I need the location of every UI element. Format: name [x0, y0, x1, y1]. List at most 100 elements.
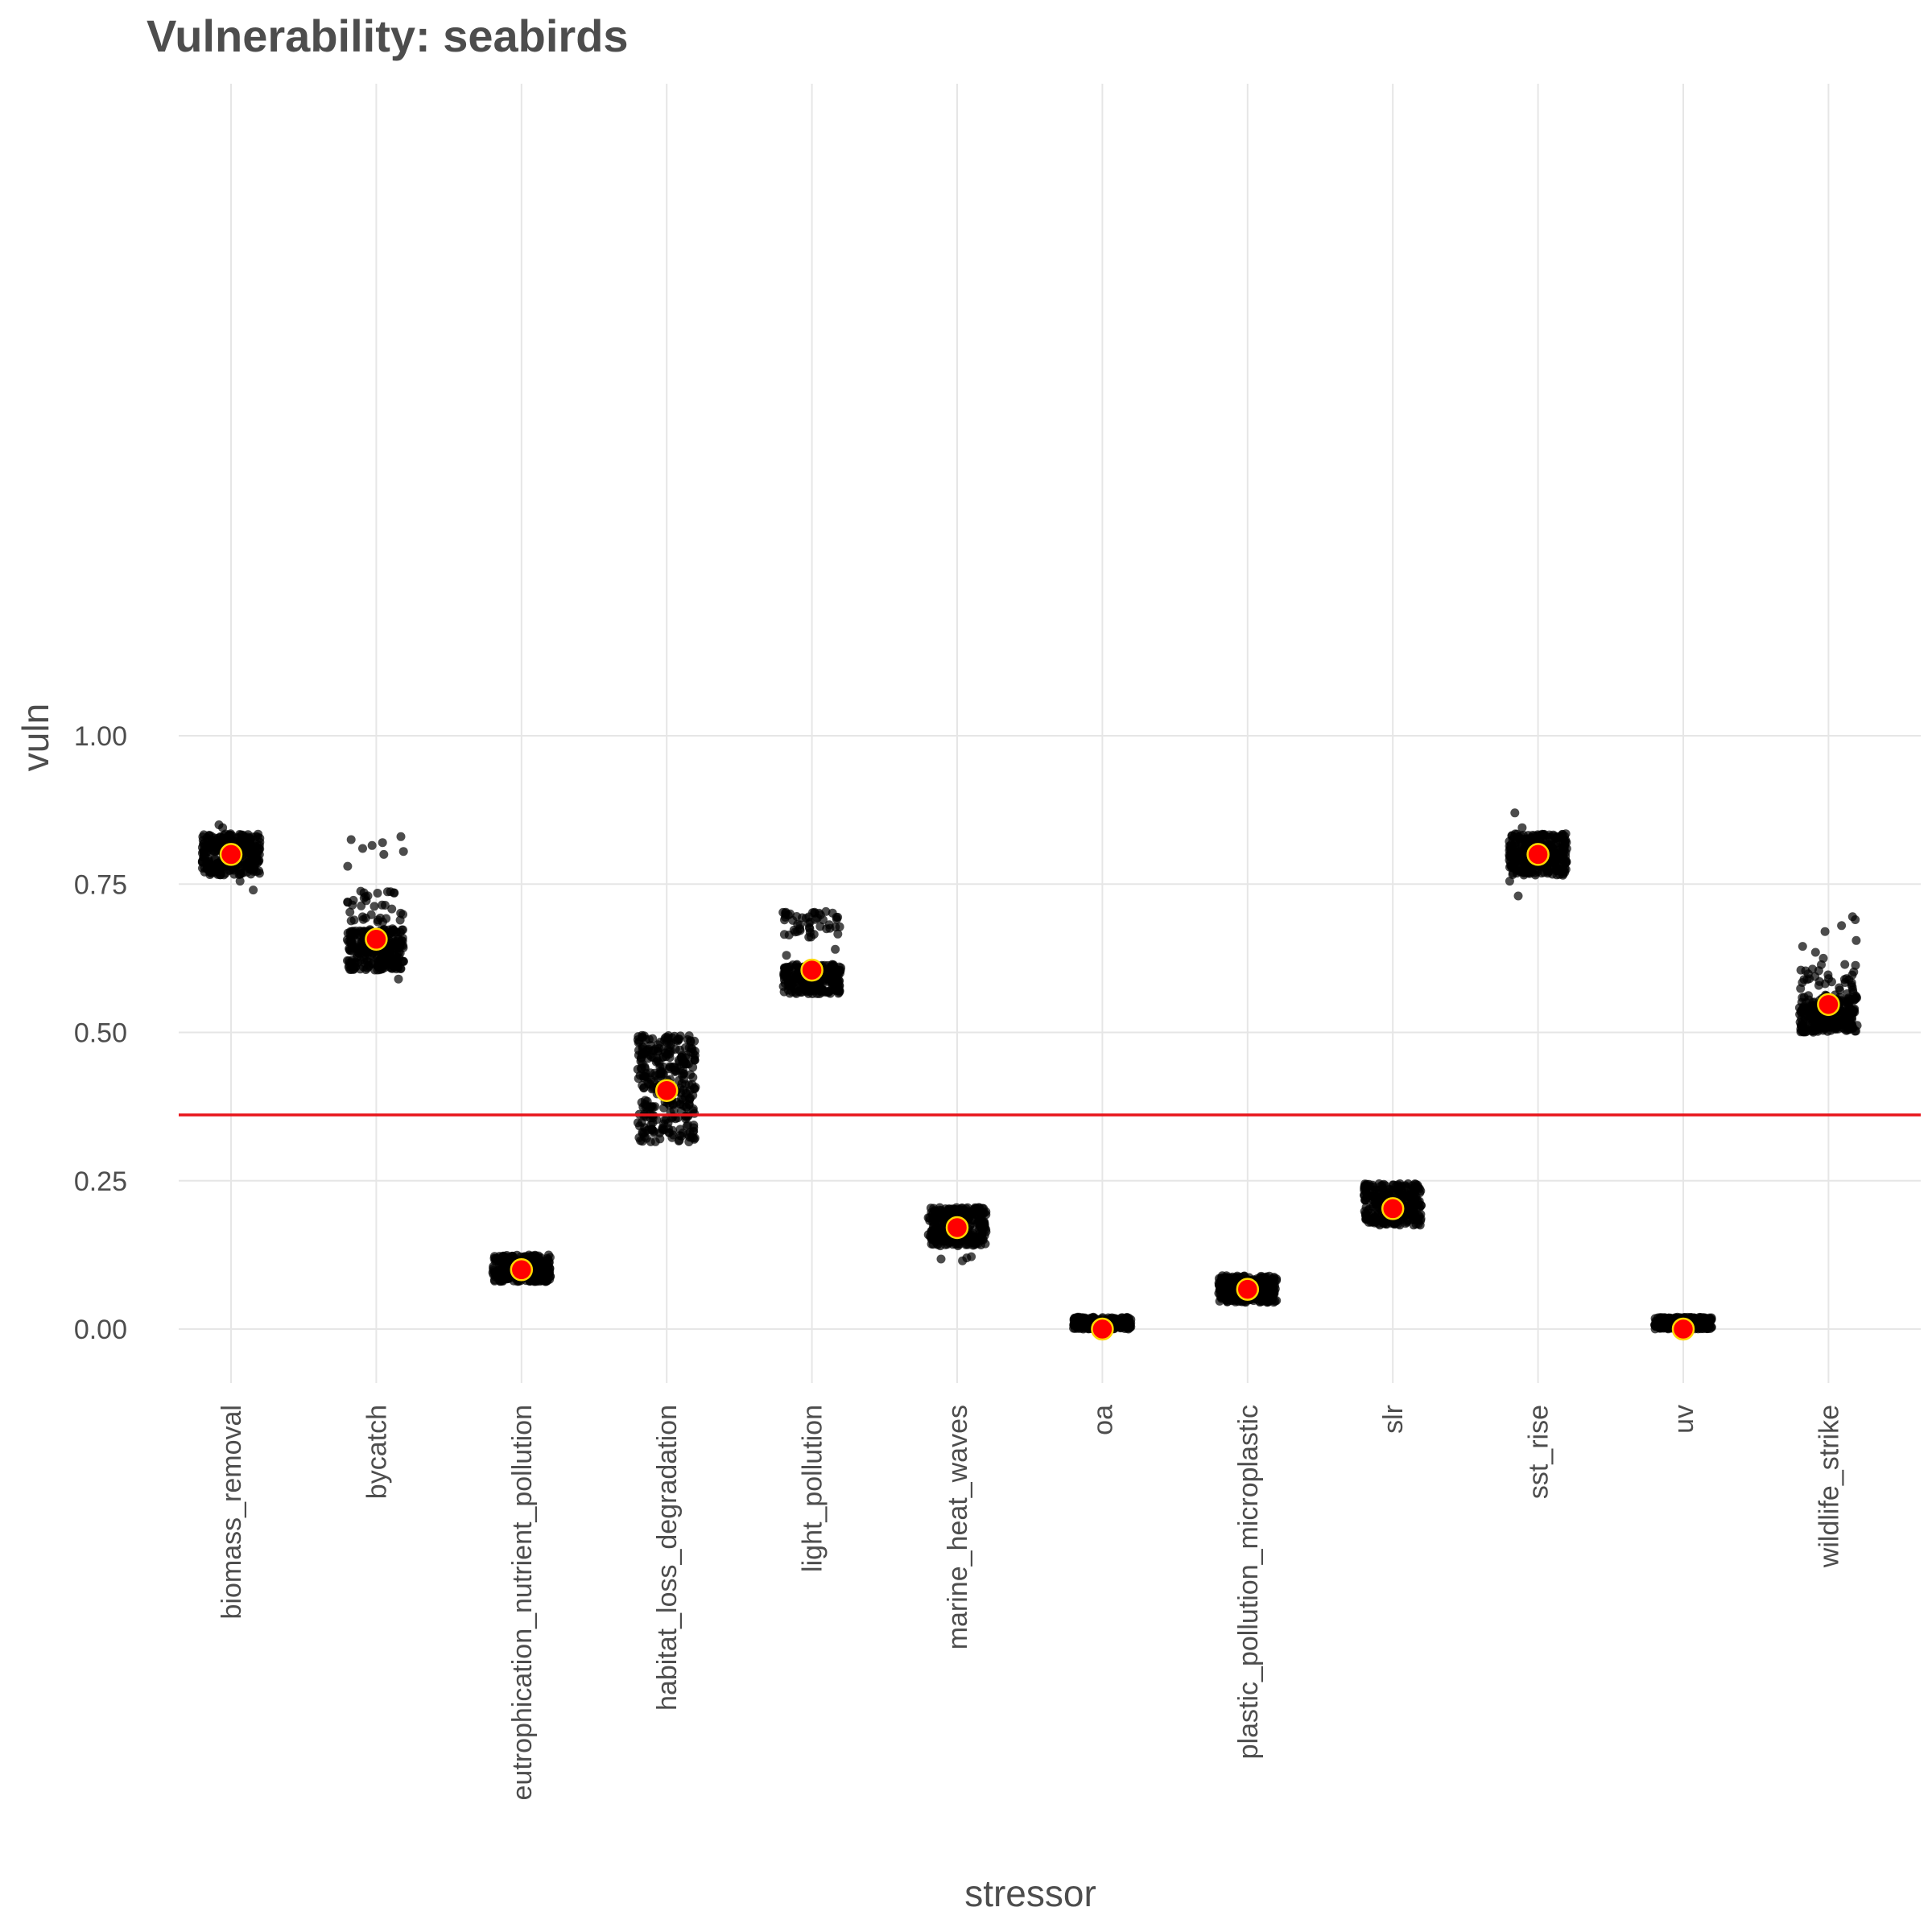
data-point: [926, 1203, 935, 1213]
data-point: [653, 1046, 663, 1055]
data-point: [373, 889, 382, 898]
data-point: [541, 1269, 551, 1279]
data-point: [357, 912, 367, 922]
data-point: [639, 1031, 649, 1041]
mean-point: [800, 958, 824, 982]
data-point: [682, 1059, 691, 1069]
data-point: [1389, 1180, 1398, 1190]
data-point: [199, 848, 208, 857]
data-point: [1808, 998, 1818, 1007]
data-point: [935, 1224, 945, 1234]
data-point: [235, 877, 245, 886]
data-point: [661, 1052, 671, 1062]
mean-point: [1817, 993, 1840, 1017]
data-point: [369, 902, 379, 911]
data-point: [1111, 1318, 1121, 1327]
data-point: [976, 1236, 985, 1245]
data-point: [972, 1203, 981, 1213]
data-point: [1517, 823, 1527, 832]
data-point: [925, 1216, 935, 1225]
data-point: [674, 1136, 683, 1146]
data-point: [1403, 1179, 1413, 1188]
data-point: [1813, 1025, 1822, 1034]
data-point: [663, 1124, 673, 1133]
x-axis-label: stressor: [964, 1872, 1096, 1914]
data-point: [968, 1238, 977, 1248]
data-point: [366, 910, 376, 919]
data-point: [649, 1128, 658, 1137]
data-point: [1511, 846, 1521, 855]
data-point: [804, 912, 814, 922]
data-point: [1835, 983, 1844, 993]
y-tick-label: 0.50: [74, 1018, 127, 1049]
x-tick-label: sst_rise: [1524, 1405, 1554, 1499]
gridlines: [179, 84, 1921, 1383]
data-point: [1382, 1220, 1391, 1229]
data-point: [1368, 1185, 1378, 1195]
data-point: [199, 840, 208, 849]
data-point: [832, 976, 841, 985]
data-point: [544, 1257, 554, 1267]
data-point: [815, 910, 825, 919]
data-point: [831, 923, 840, 932]
data-point: [638, 1129, 647, 1138]
data-point: [357, 901, 366, 910]
data-point: [358, 844, 367, 853]
data-point: [1847, 1005, 1856, 1014]
data-point: [835, 988, 844, 997]
data-point: [367, 840, 377, 850]
data-point: [530, 1269, 540, 1278]
data-point: [1552, 870, 1562, 880]
data-point: [349, 915, 359, 925]
data-point: [836, 963, 846, 972]
data-point: [394, 974, 403, 984]
data-point: [380, 901, 390, 910]
data-point: [345, 907, 355, 917]
data-point: [1540, 863, 1550, 873]
data-point: [1360, 1191, 1368, 1200]
data-point: [832, 913, 841, 922]
data-point: [1549, 832, 1558, 841]
data-point: [1831, 1023, 1840, 1033]
data-point: [1510, 808, 1520, 818]
data-point: [1404, 1204, 1414, 1214]
data-point: [647, 1084, 657, 1094]
data-point: [368, 948, 378, 958]
y-tick-label: 0.25: [74, 1166, 127, 1197]
mean-point: [945, 1216, 969, 1240]
data-point: [1558, 862, 1568, 872]
data-point: [637, 1063, 646, 1073]
data-point: [218, 833, 227, 843]
data-point: [1082, 1322, 1092, 1331]
data-point: [977, 1216, 987, 1225]
data-point: [373, 965, 382, 975]
data-point: [1651, 1317, 1661, 1327]
data-point: [646, 1052, 656, 1062]
data-point: [660, 1034, 670, 1043]
data-point: [393, 959, 402, 968]
data-point: [359, 927, 369, 936]
data-point: [1818, 953, 1828, 963]
data-point: [1505, 877, 1514, 886]
data-point: [1513, 891, 1523, 901]
data-point: [647, 1101, 657, 1111]
x-tick-label: slr: [1378, 1405, 1409, 1434]
data-point: [379, 849, 389, 859]
data-point: [1409, 1215, 1418, 1224]
data-point: [637, 1050, 646, 1059]
data-point: [944, 1204, 954, 1214]
data-point: [394, 942, 404, 952]
data-point: [638, 1137, 647, 1146]
data-point: [941, 1240, 951, 1249]
data-point: [679, 1101, 688, 1110]
data-point: [1852, 935, 1861, 945]
data-point: [688, 1106, 698, 1116]
data-point: [349, 958, 359, 968]
x-tick-label: bycatch: [361, 1405, 392, 1499]
data-point: [1507, 831, 1517, 840]
data-point: [794, 986, 803, 996]
data-point: [1214, 1280, 1224, 1290]
data-point: [1414, 1202, 1423, 1212]
data-point: [688, 1048, 698, 1058]
data-point: [655, 1063, 665, 1072]
